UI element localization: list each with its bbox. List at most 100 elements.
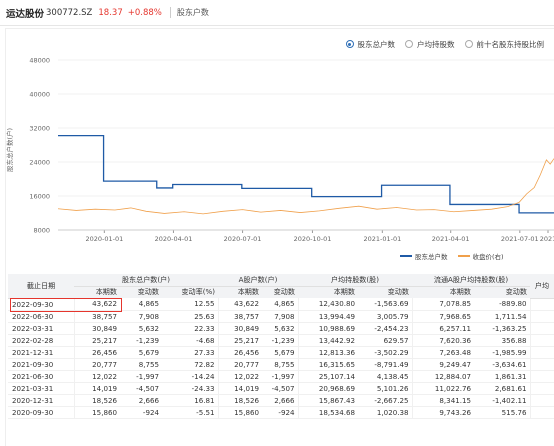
cell-date: 2022-02-28 bbox=[8, 334, 74, 347]
cell-truncated bbox=[529, 334, 554, 347]
cell-value: 14,019 bbox=[73, 382, 120, 395]
cell-value: -4.68 bbox=[162, 334, 218, 347]
cell-value: 38,757 bbox=[73, 310, 120, 323]
cell-value: -4,507 bbox=[120, 382, 162, 395]
cell-value: 12.55 bbox=[162, 298, 218, 311]
cell-value: 20,777 bbox=[217, 358, 262, 371]
cell-value: -1,363.25 bbox=[474, 322, 530, 335]
cell-value: 43,622 bbox=[73, 298, 120, 311]
chart-series bbox=[57, 135, 554, 215]
cell-value: 16,315.65 bbox=[297, 358, 358, 371]
cell-value: 8,341.15 bbox=[411, 394, 474, 407]
cell-truncated bbox=[529, 358, 554, 371]
stock-change: +0.88% bbox=[127, 7, 162, 18]
holders-table: 截止日期 股东总户数(户) A股户数(户) 户均持股数(股) 流通A股户均持股数… bbox=[8, 274, 554, 419]
cell-value: 515.76 bbox=[474, 406, 530, 419]
cell-value: 356.88 bbox=[474, 334, 530, 347]
cell-value: -14.24 bbox=[162, 370, 218, 383]
highlight-box bbox=[10, 298, 122, 312]
radio-avg-shares[interactable]: 户均持股数 bbox=[405, 39, 455, 50]
cell-value: 25.63 bbox=[162, 310, 218, 323]
cell-value: 4,865 bbox=[262, 298, 298, 311]
radio-unselected-icon bbox=[405, 40, 413, 48]
cell-value: 25,107.14 bbox=[297, 370, 358, 383]
group-header-avg: 户均持股数(股) bbox=[298, 274, 412, 287]
cell-value: 8,755 bbox=[120, 358, 162, 371]
cell-value: 6,257.11 bbox=[411, 322, 474, 335]
radio-total-holders[interactable]: 股东总户数 bbox=[345, 39, 395, 50]
cell-value: 14,019 bbox=[217, 382, 262, 395]
header-divider bbox=[169, 7, 171, 18]
page-header: 运达股份 300772.SZ 18.37 +0.88% 股东户数 bbox=[0, 0, 554, 26]
cell-value: 9,743.26 bbox=[411, 406, 474, 419]
table-row[interactable]: 2022-06-30 38,757 7,908 25.63 38,757 7,908 13,… bbox=[8, 310, 554, 323]
cell-date: 2021-03-31 bbox=[8, 382, 74, 395]
radio-top10-ratio[interactable]: 前十名股东持股比例 bbox=[464, 39, 544, 50]
cell-value: 5,679 bbox=[120, 346, 162, 359]
cell-value: 10,988.69 bbox=[297, 322, 358, 335]
cell-value: 2,666 bbox=[262, 394, 298, 407]
section-title: 股东户数 bbox=[176, 8, 209, 17]
x-tick-label: 2021 bbox=[540, 235, 554, 243]
table-row[interactable]: 2021-03-31 14,019 -4,507 -24.33 14,019 -4,507… bbox=[8, 382, 554, 395]
cell-value: 1,861.31 bbox=[474, 370, 530, 383]
col-subheader[interactable]: 本期数 bbox=[298, 286, 358, 298]
cell-value: 11,022.76 bbox=[411, 382, 474, 395]
cell-value: -1,402.11 bbox=[474, 394, 530, 407]
table-row[interactable]: 2021-12-31 26,456 5,679 27.33 26,456 5,679 12,… bbox=[8, 346, 554, 359]
cell-value: -5.51 bbox=[162, 406, 218, 419]
cell-truncated bbox=[529, 394, 554, 407]
radio-unselected-icon bbox=[464, 40, 473, 48]
cell-date: 2022-06-30 bbox=[8, 310, 74, 323]
legend-item[interactable]: 收盘价(右) bbox=[457, 251, 504, 261]
stock-code: 300772.SZ bbox=[46, 7, 93, 18]
col-subheader[interactable]: 变动率(%) bbox=[162, 286, 218, 298]
cell-value: 1,020.38 bbox=[358, 406, 412, 419]
y-tick-label: 24000 bbox=[29, 159, 50, 167]
cell-value: -2,454.23 bbox=[358, 322, 412, 335]
col-subheader[interactable]: 变动数 bbox=[120, 286, 162, 298]
cell-value: 7,263.48 bbox=[411, 346, 474, 359]
cell-date: 2021-12-31 bbox=[8, 346, 74, 359]
table-row[interactable]: 2021-06-30 12,022 -1,997 -14.24 12,022 -1,997… bbox=[8, 370, 554, 383]
series-line-holders bbox=[58, 135, 554, 214]
cell-value: 22.33 bbox=[162, 322, 218, 335]
cell-value: 13,442.92 bbox=[297, 334, 358, 347]
col-subheader[interactable]: 本期数 bbox=[218, 286, 262, 298]
col-header-date[interactable]: 截止日期 bbox=[8, 274, 74, 299]
cell-value: 12,884.07 bbox=[411, 370, 474, 383]
cell-truncated bbox=[529, 382, 554, 395]
stock-name[interactable]: 运达股份 bbox=[6, 8, 45, 20]
col-subheader[interactable]: 变动数 bbox=[474, 286, 530, 298]
cell-value: -2,667.25 bbox=[358, 394, 412, 407]
stock-price: 18.37 bbox=[98, 7, 123, 18]
col-subheader[interactable]: 本期数 bbox=[74, 286, 120, 298]
x-tick-label: 2020-07-01 bbox=[224, 235, 262, 243]
cell-value: 18,526 bbox=[73, 394, 120, 407]
cell-truncated bbox=[529, 370, 554, 383]
col-subheader[interactable]: 变动数 bbox=[358, 286, 412, 298]
legend-item[interactable]: 股东总户数 bbox=[400, 251, 448, 261]
holders-chart: 8000 16000 24000 32000 40000 48000 2020-01-01… bbox=[5, 57, 554, 243]
cell-value: 27.33 bbox=[162, 346, 218, 359]
cell-value: 38,757 bbox=[217, 310, 262, 323]
col-subheader[interactable]: 本期数 bbox=[412, 286, 474, 298]
col-subheader[interactable]: 变动数 bbox=[262, 286, 298, 298]
group-header-truncated: 户均 bbox=[530, 274, 554, 299]
cell-date: 2021-09-30 bbox=[8, 358, 74, 371]
table-row[interactable]: 2022-03-31 30,849 5,632 22.33 30,849 5,632 10,… bbox=[8, 322, 554, 335]
cell-value: 12,813.36 bbox=[297, 346, 358, 359]
table-row[interactable]: 2022-09-30 43,622 4,865 12.55 43,622 4,865 12,… bbox=[8, 298, 554, 311]
table-row[interactable]: 2020-09-30 15,860 -924 -5.51 15,860 -924 18,53… bbox=[8, 406, 554, 419]
cell-value: 30,849 bbox=[73, 322, 120, 335]
cell-value: 25,217 bbox=[73, 334, 120, 347]
x-tick-label: 2020-04-01 bbox=[155, 235, 193, 243]
table-row[interactable]: 2020-12-31 18,526 2,666 16.81 18,526 2,666 15,… bbox=[8, 394, 554, 407]
table-row[interactable]: 2021-09-30 20,777 8,755 72.82 20,777 8,755 16,… bbox=[8, 358, 554, 371]
cell-value: 26,456 bbox=[73, 346, 120, 359]
cell-value: 12,430.80 bbox=[297, 298, 358, 311]
y-tick-label: 16000 bbox=[29, 193, 50, 201]
table-row[interactable]: 2022-02-28 25,217 -1,239 -4.68 25,217 -1,239 1… bbox=[8, 334, 554, 347]
chart-y-axis: 8000 16000 24000 32000 40000 48000 bbox=[29, 57, 50, 235]
cell-value: 20,968.69 bbox=[297, 382, 358, 395]
